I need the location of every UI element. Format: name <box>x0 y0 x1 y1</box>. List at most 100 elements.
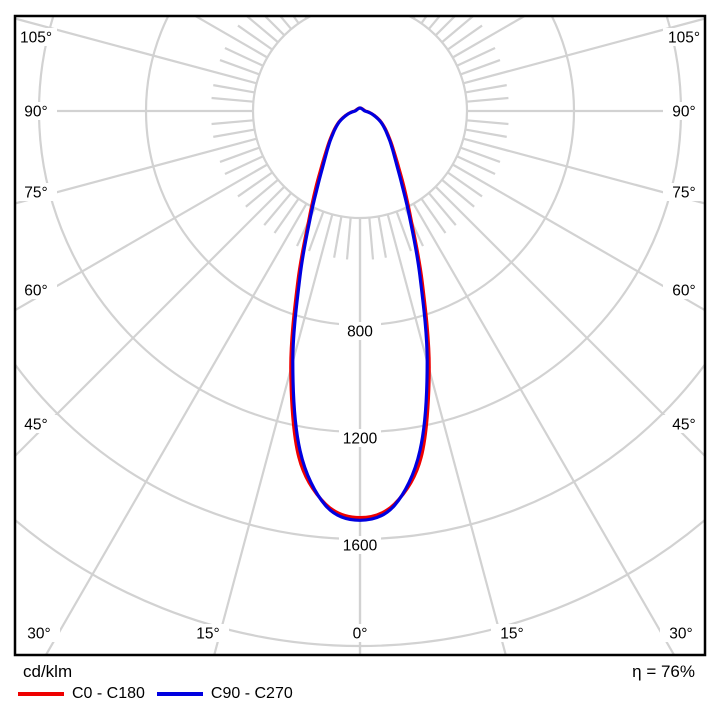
grid-radial-major-45 <box>16 185 286 457</box>
grid-radial-major-60 <box>452 163 704 311</box>
efficiency-label: η = 76% <box>632 662 695 681</box>
unit-label: cd/klm <box>23 662 73 681</box>
angle-label-left-90°: 90° <box>24 104 47 121</box>
angle-label-right-105°-bg <box>663 28 704 46</box>
legend-item-c0-c180: C0 - C180 <box>18 686 145 702</box>
grid-radial-minor-140 <box>279 17 293 30</box>
angle-label-left-75°: 75° <box>24 185 47 202</box>
grid-radial-minor-125 <box>447 24 483 51</box>
grid-radial-minor-5 <box>345 217 352 260</box>
grid-radial-minor-110 <box>219 59 260 76</box>
grid-radial-minor-170 <box>379 0 386 6</box>
grid-radial-major-30 <box>45 203 308 654</box>
grid-radial-minor-95 <box>211 96 254 103</box>
grid-radial-minor-85 <box>466 119 509 126</box>
grid-radial-major-105 <box>16 17 257 85</box>
angle-label-right-45°: 45° <box>672 417 695 434</box>
grid-radial-minor-155 <box>405 0 423 14</box>
grid-radial-minor-155 <box>297 0 315 14</box>
ring-label-1600: 1600 <box>343 538 378 555</box>
angle-label-bottom-3-bg <box>491 624 533 642</box>
angle-label-left-60°: 60° <box>24 283 47 300</box>
angle-label-right-60°-bg <box>663 281 704 299</box>
grid-radial-minor-55 <box>447 171 483 198</box>
grid-radial-minor-160 <box>397 0 411 10</box>
grid-radial-minor-115 <box>224 47 264 67</box>
grid-radial-minor-35 <box>273 198 300 234</box>
grid-radial-minor-20 <box>308 211 325 252</box>
ring-label-1200: 1200 <box>343 431 378 448</box>
grid-radial-minor-130 <box>441 17 474 44</box>
legend-swatch-red-line <box>18 692 64 696</box>
ring-label-1200-bg <box>339 429 381 447</box>
grid-radial-minor-35 <box>420 198 447 234</box>
grid-radial-minor-140 <box>427 17 441 30</box>
legend-swatch-blue-line <box>156 692 203 696</box>
grid-radial-minor-175 <box>369 0 373 4</box>
grid-radial-minor-20 <box>395 211 412 252</box>
grid-radial-minor-175 <box>347 0 351 4</box>
ring-label-800: 800 <box>347 324 373 341</box>
grid-radial-major-60 <box>16 163 268 311</box>
grid-radial-major-75 <box>16 137 257 205</box>
legend: C0 - C180 C90 - C270 <box>18 686 293 702</box>
grid-radial-minor-145 <box>420 17 428 24</box>
ring-label-800-bg <box>339 322 381 340</box>
legend-label-c0-c180: C0 - C180 <box>72 685 145 702</box>
grid-radial-minor-85 <box>211 119 254 126</box>
grid-radial-major-15 <box>386 214 507 654</box>
angle-label-bottom-0: 30° <box>27 626 50 643</box>
angle-label-bottom-4-bg <box>660 624 702 642</box>
grid-radial-minor-80 <box>213 128 255 138</box>
grid-radial-minor-65 <box>224 155 264 175</box>
grid-radial-major-75 <box>463 137 704 205</box>
grid-radial-minor-50 <box>441 178 475 208</box>
grid-radial-minor-50 <box>245 178 279 208</box>
angle-label-right-75°-bg <box>663 183 704 201</box>
grid-radial-major-15 <box>213 214 334 654</box>
ring-label-1600-bg <box>339 536 381 554</box>
grid-radial-minor-70 <box>460 146 501 163</box>
grid-radial-minor-110 <box>460 59 501 76</box>
grid-radial-minor-65 <box>456 155 496 175</box>
angle-label-bottom-4: 30° <box>669 626 692 643</box>
grid-radial-minor-125 <box>237 24 273 51</box>
grid-radial-minor-95 <box>466 96 509 103</box>
grid-radial-minor-40 <box>427 192 457 226</box>
grid-radial-minor-80 <box>465 128 507 138</box>
grid-radial-major-45 <box>434 185 704 457</box>
angle-label-left-105°-bg <box>16 28 57 46</box>
angle-label-left-45°-bg <box>16 415 57 433</box>
angle-label-left-60°-bg <box>16 281 57 299</box>
angle-label-bottom-0-bg <box>18 624 60 642</box>
angle-label-right-90°: 90° <box>672 104 695 121</box>
angle-label-bottom-2-bg <box>339 624 381 642</box>
angle-label-bottom-2: 0° <box>353 626 368 643</box>
grid-radial-minor-40 <box>263 192 293 226</box>
plot-border <box>13 14 707 657</box>
grid-ring-400 <box>251 17 469 220</box>
angle-label-right-90°-bg <box>663 102 704 120</box>
angle-label-bottom-1: 15° <box>196 626 219 643</box>
grid-radial-major-165 <box>388 0 593 8</box>
grid-radial-major-165 <box>127 0 332 8</box>
curve-c90-c270 <box>291 106 429 522</box>
grid-radial-minor-100 <box>213 84 255 94</box>
legend-label-c90-c270: C90 - C270 <box>210 685 293 702</box>
grid-radial-minor-130 <box>246 17 279 44</box>
grid-radial-minor-115 <box>456 47 496 67</box>
grid-radial-minor-70 <box>219 146 260 163</box>
grid-radial-minor-55 <box>237 171 273 198</box>
grid-radial-major-30 <box>412 203 675 654</box>
angle-label-right-75°: 75° <box>672 185 695 202</box>
grid-radial-major-105 <box>463 17 704 85</box>
angle-label-right-45°-bg <box>663 415 704 433</box>
angle-label-right-105°: 105° <box>668 30 700 47</box>
grid-radial-minor-145 <box>292 17 300 24</box>
grid-radial-minor-170 <box>334 0 341 6</box>
angle-label-left-90°-bg <box>16 102 57 120</box>
angle-label-right-60°: 60° <box>672 283 695 300</box>
